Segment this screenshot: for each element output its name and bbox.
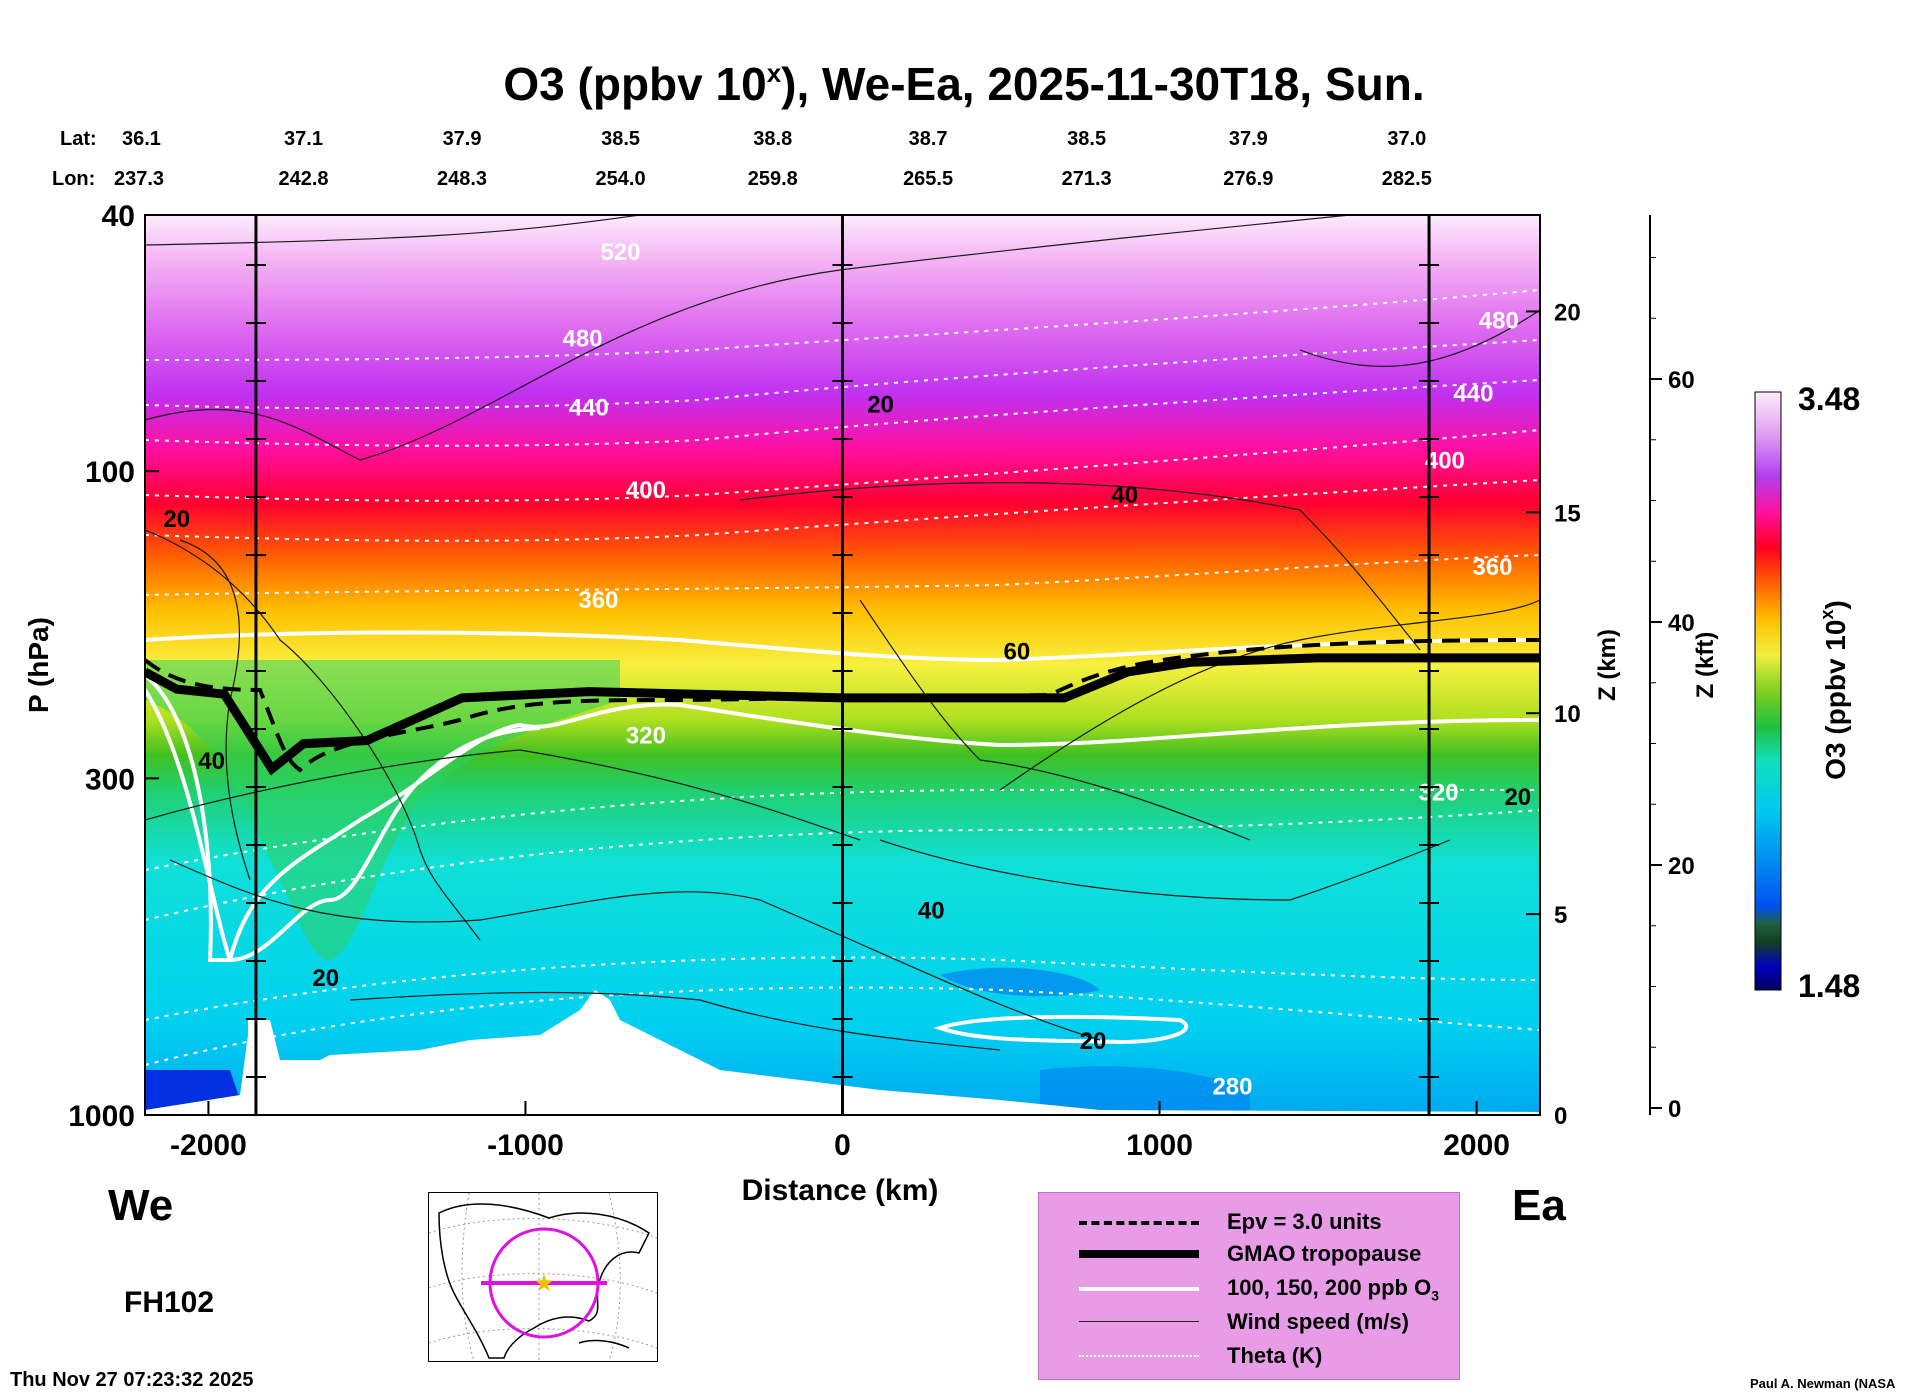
theta-label: 320 xyxy=(626,723,666,750)
continent-outline xyxy=(438,1203,650,1359)
y-axis-ticks: 40 100 300 1000 xyxy=(68,200,159,1133)
x-axis-ticks: -2000 -1000 0 1000 2000 xyxy=(170,1101,1510,1162)
gmao-tropopause-line xyxy=(145,653,1540,776)
station-lon: 276.9 xyxy=(1223,168,1273,190)
x-axis-label: Distance (km) xyxy=(742,1174,939,1207)
theta-label: 360 xyxy=(1472,554,1512,581)
colorbar-max: 3.48 xyxy=(1798,381,1860,417)
station-lon: 259.8 xyxy=(748,168,798,190)
wind-speed-contours xyxy=(145,215,1540,1051)
colorbar-label: O3 (ppbv 10x) xyxy=(1817,600,1851,780)
y-tick-label: 40 xyxy=(102,200,135,233)
blue-patch xyxy=(1040,1066,1250,1112)
theta-label: 480 xyxy=(1479,307,1519,334)
y-tick-label: 1000 xyxy=(68,1100,135,1133)
x-tick-label: 0 xyxy=(834,1129,851,1162)
legend-tropopause: GMAO tropopause xyxy=(1039,1239,1459,1269)
theta-label: 400 xyxy=(626,477,666,504)
station-lat: 36.1 xyxy=(122,128,161,150)
wind-label: 20 xyxy=(1504,784,1531,811)
forecast-hour: FH102 xyxy=(124,1286,214,1319)
ozone-contour-white xyxy=(933,1014,1189,1045)
z-kft-axis: 0 20 40 60 xyxy=(1649,215,1695,1123)
station-lon: 242.8 xyxy=(278,168,328,190)
theta-label: 360 xyxy=(578,587,618,614)
station-lon: 254.0 xyxy=(596,168,646,190)
wind-labels: 20 40 20 40 60 40 20 20 20 xyxy=(163,391,1531,1055)
station-lon: 265.5 xyxy=(903,168,953,190)
y-tick-label: 100 xyxy=(85,456,135,489)
wind-label: 20 xyxy=(1080,1028,1107,1055)
lat-label: Lat: xyxy=(60,128,97,150)
z-km-tick-label: 15 xyxy=(1554,500,1581,527)
z-kft-tick-label: 40 xyxy=(1668,610,1695,637)
z-km-tick-label: 0 xyxy=(1554,1103,1567,1130)
theta-label: 520 xyxy=(601,239,641,266)
z-km-axis: 0 5 10 15 20 xyxy=(1526,299,1581,1130)
theta-label: 320 xyxy=(1419,780,1459,807)
station-lon: 282.5 xyxy=(1382,168,1432,190)
theta-label: 400 xyxy=(1425,447,1465,474)
west-label: We xyxy=(108,1181,173,1230)
station-lon: 248.3 xyxy=(437,168,487,190)
wind-label: 60 xyxy=(1004,638,1031,665)
wind-label: 40 xyxy=(198,748,225,775)
credit: Paul A. Newman (NASA xyxy=(1750,1376,1896,1391)
x-tick-label: 2000 xyxy=(1443,1129,1510,1162)
wind-label: 20 xyxy=(163,506,190,533)
station-lon: 271.3 xyxy=(1062,168,1112,190)
station-lat: 38.5 xyxy=(601,128,640,150)
lon-label: Lon: xyxy=(52,168,95,190)
wind-label: 40 xyxy=(1111,482,1138,509)
z-km-tick-label: 10 xyxy=(1554,701,1581,728)
station-lat: 38.8 xyxy=(753,128,792,150)
legend-ozone-contours: 100, 150, 200 ppb O3 xyxy=(1039,1273,1459,1303)
ozone-contour-white xyxy=(145,673,1540,962)
theta-labels: 520 480 440 400 360 320 480 440 400 360 320 280 xyxy=(562,239,1518,1101)
colorbar xyxy=(1754,391,1782,991)
z-km-label: Z (km) xyxy=(1594,629,1621,701)
station-lat: 37.9 xyxy=(443,128,482,150)
station-lon: 237.3 xyxy=(114,168,164,190)
chart-title: O3 (ppbv 10x), We-Ea, 2025-11-30T18, Sun… xyxy=(503,58,1424,110)
terrain-mask xyxy=(145,990,1540,1115)
inset-map: ★ xyxy=(428,1192,658,1362)
station-lat: 37.9 xyxy=(1229,128,1268,150)
wind-label: 40 xyxy=(918,897,945,924)
theta-label: 440 xyxy=(1453,381,1493,408)
section-vertical-lines xyxy=(245,215,1440,1115)
station-lat: 38.5 xyxy=(1067,128,1106,150)
theta-lines xyxy=(145,289,1540,1066)
wind-label: 20 xyxy=(312,965,339,992)
z-kft-tick-label: 20 xyxy=(1668,853,1695,880)
legend-theta: Theta (K) xyxy=(1039,1341,1459,1371)
station-lat: 37.1 xyxy=(284,128,323,150)
x-tick-label: 1000 xyxy=(1126,1129,1193,1162)
z-km-tick-label: 20 xyxy=(1554,299,1581,326)
station-coordinates: 36.1 237.3 37.1 242.8 37.9 248.3 38.5 254.0 38.8… xyxy=(114,128,1432,190)
colorbar-min: 1.48 xyxy=(1798,968,1860,1004)
legend: Epv = 3.0 units GMAO tropopause 100, 150… xyxy=(1038,1192,1460,1380)
theta-label: 280 xyxy=(1212,1074,1252,1101)
z-kft-label: Z (kft) xyxy=(1692,632,1719,699)
center-star-icon: ★ xyxy=(533,1269,555,1297)
legend-epv: Epv = 3.0 units xyxy=(1039,1207,1459,1237)
z-km-tick-label: 5 xyxy=(1554,902,1567,929)
theta-label: 440 xyxy=(569,395,609,422)
x-tick-label: -2000 xyxy=(170,1129,247,1162)
timestamp: Thu Nov 27 07:23:32 2025 xyxy=(10,1369,253,1391)
y-axis-label: P (hPa) xyxy=(23,617,54,713)
z-kft-tick-label: 60 xyxy=(1668,367,1695,394)
epv-line xyxy=(145,638,1540,773)
station-lat: 37.0 xyxy=(1387,128,1426,150)
x-tick-label: -1000 xyxy=(487,1129,564,1162)
wind-label: 20 xyxy=(867,391,894,418)
theta-label: 480 xyxy=(562,325,602,352)
legend-wind: Wind speed (m/s) xyxy=(1039,1307,1459,1337)
z-kft-tick-label: 0 xyxy=(1668,1096,1681,1123)
east-label: Ea xyxy=(1512,1181,1566,1230)
y-tick-label: 300 xyxy=(85,763,135,796)
station-lat: 38.7 xyxy=(909,128,948,150)
